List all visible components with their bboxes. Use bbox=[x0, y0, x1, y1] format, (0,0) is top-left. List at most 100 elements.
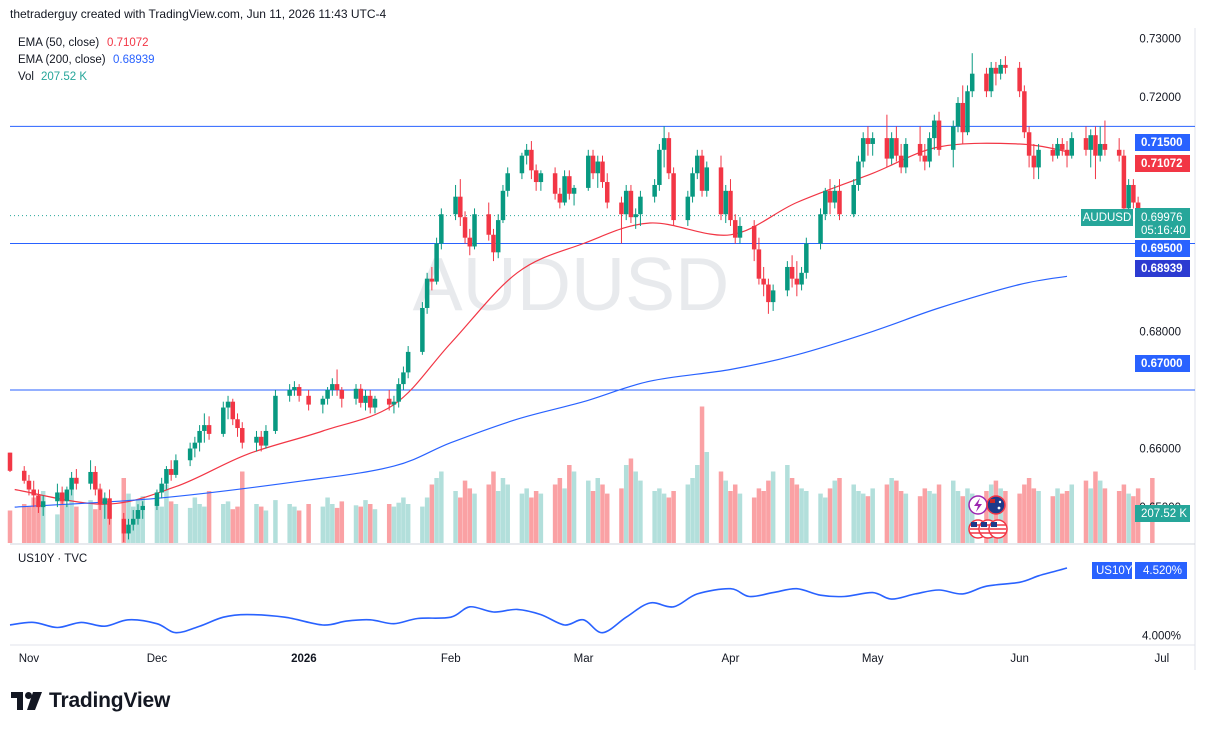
volume-bar bbox=[529, 497, 534, 543]
candle bbox=[1036, 143, 1041, 180]
candle bbox=[723, 184, 728, 224]
candle-body bbox=[932, 120, 937, 139]
candle bbox=[486, 202, 491, 241]
candle-body bbox=[903, 143, 909, 168]
volume-bar bbox=[168, 501, 174, 543]
candle-body bbox=[770, 290, 776, 303]
volume-bar bbox=[789, 478, 795, 543]
australia-flag-icon[interactable] bbox=[986, 495, 1006, 515]
volume-bar bbox=[823, 497, 828, 543]
candle bbox=[135, 504, 141, 525]
volume-bar bbox=[206, 491, 212, 543]
candle bbox=[164, 466, 169, 490]
candle bbox=[1083, 126, 1089, 156]
candle-body bbox=[860, 138, 866, 162]
candle bbox=[832, 184, 838, 209]
candle bbox=[197, 425, 202, 452]
candle bbox=[202, 413, 207, 443]
volume-bar bbox=[590, 491, 596, 543]
lightning-icon[interactable] bbox=[968, 495, 988, 515]
candle bbox=[751, 220, 757, 262]
candle bbox=[126, 518, 131, 540]
us10y-badge-symbol: US10Y bbox=[1096, 565, 1133, 577]
candle-body bbox=[1050, 149, 1056, 156]
candle bbox=[121, 512, 127, 543]
candle-body bbox=[187, 448, 193, 461]
volume-bar bbox=[690, 478, 695, 543]
volume-bar bbox=[927, 491, 932, 543]
volume-bar bbox=[296, 510, 302, 543]
candle bbox=[358, 384, 364, 408]
volume-bar bbox=[595, 478, 601, 543]
candle-body bbox=[107, 498, 112, 519]
candle bbox=[292, 381, 297, 396]
volume-bar bbox=[1050, 496, 1056, 543]
volume-bar bbox=[1131, 496, 1136, 543]
event-icons[interactable] bbox=[968, 495, 1008, 539]
candle bbox=[173, 454, 179, 478]
volume-bar bbox=[334, 507, 340, 543]
candle-body bbox=[998, 64, 1003, 74]
candle bbox=[1055, 138, 1060, 159]
volume-bar bbox=[325, 497, 330, 543]
volume-bar bbox=[254, 504, 259, 543]
candle bbox=[860, 132, 866, 168]
candle bbox=[998, 59, 1003, 80]
candle-body bbox=[386, 398, 392, 405]
candle-body bbox=[965, 91, 970, 133]
candle-body bbox=[562, 176, 567, 203]
volume-bar bbox=[732, 484, 738, 543]
volume-bar bbox=[202, 506, 207, 543]
candle bbox=[405, 346, 411, 379]
candle-body bbox=[927, 138, 932, 162]
volume-bar bbox=[292, 506, 297, 543]
candle-body bbox=[135, 510, 141, 519]
us10y-pane-label: US10Y · TVC bbox=[18, 553, 87, 565]
us-flag-icon[interactable] bbox=[988, 519, 1008, 539]
candle bbox=[770, 284, 776, 311]
candle bbox=[462, 211, 468, 244]
candle-body bbox=[1069, 138, 1075, 156]
volume-bar bbox=[367, 504, 373, 543]
volume-bar bbox=[121, 478, 127, 543]
candle-body bbox=[766, 284, 771, 303]
volume-bar bbox=[1055, 488, 1060, 543]
candle bbox=[884, 114, 890, 168]
candle-body bbox=[794, 278, 800, 285]
legend-vol-label: Vol bbox=[18, 71, 34, 83]
candle-body bbox=[472, 214, 477, 247]
level-label: 0.71500 bbox=[1141, 137, 1183, 149]
volume-bar bbox=[685, 484, 691, 543]
candle-body bbox=[1026, 132, 1032, 156]
candle-body bbox=[491, 234, 496, 253]
candle bbox=[695, 149, 700, 180]
volume-bar bbox=[955, 491, 961, 543]
candle-body bbox=[628, 190, 634, 218]
volume-bar bbox=[1060, 493, 1065, 543]
volume-bar bbox=[604, 493, 610, 543]
ema50-badge-value: 0.71072 bbox=[1141, 158, 1183, 170]
volume-bar bbox=[1017, 493, 1022, 543]
candle-body bbox=[538, 173, 544, 183]
candle bbox=[458, 179, 463, 226]
legend: EMA (50, close) 0.71072 EMA (200, close)… bbox=[18, 37, 155, 565]
footer-brand[interactable]: TradingView bbox=[11, 688, 170, 714]
volume-bar bbox=[671, 491, 676, 543]
candle bbox=[130, 510, 136, 531]
candle bbox=[1102, 120, 1108, 156]
candle-body bbox=[1102, 143, 1108, 150]
candle-body bbox=[140, 505, 145, 511]
candle-body bbox=[102, 498, 108, 505]
price-badges: AUDUSD 0.69976 05:16:40 0.71500 0.71072 … bbox=[1081, 134, 1190, 579]
volume-bar bbox=[386, 504, 392, 543]
candle bbox=[107, 489, 112, 525]
candle bbox=[1026, 126, 1032, 168]
volume-bar bbox=[235, 506, 240, 543]
volume-bar bbox=[870, 488, 875, 543]
candle-body bbox=[557, 193, 563, 203]
candle bbox=[960, 85, 965, 144]
volume-bar bbox=[903, 493, 909, 543]
time-tick-label: Mar bbox=[574, 653, 594, 665]
